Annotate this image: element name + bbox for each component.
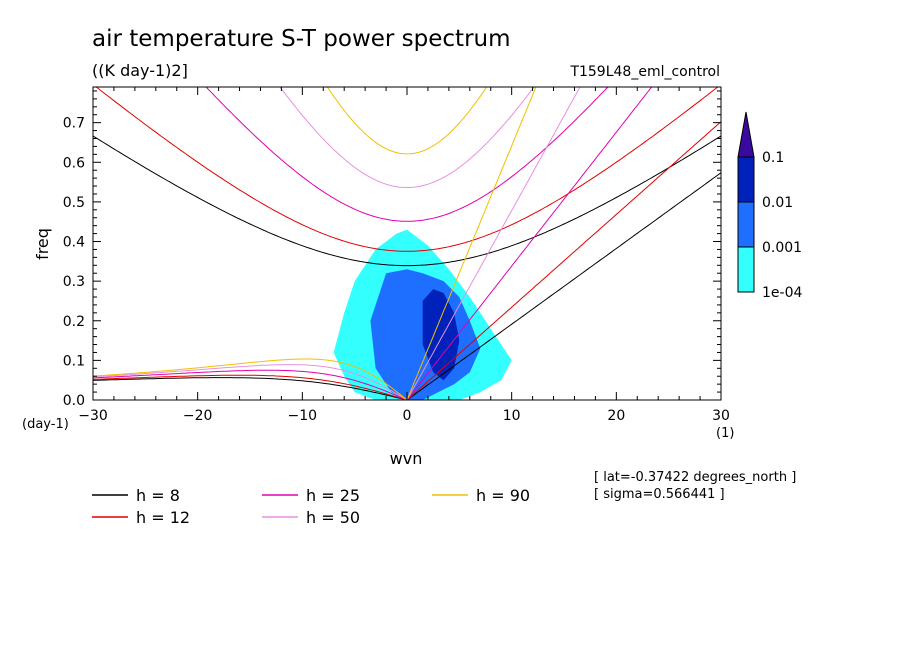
y-unit-label: (day-1) — [22, 417, 69, 432]
dispersion-h-50-kelvin — [406, 87, 581, 400]
colorbar-segment — [737, 246, 755, 293]
legend-label: h = 8 — [136, 486, 180, 505]
legend-label: h = 90 — [476, 486, 530, 505]
contour-fills — [333, 229, 512, 400]
x-tick-label: −20 — [183, 408, 213, 424]
dispersion-h-90-gravity — [326, 87, 488, 155]
y-tick-label: 0.7 — [63, 116, 85, 132]
x-tick-label: 30 — [712, 408, 730, 424]
dispersion-h-50-rossby — [93, 364, 408, 400]
y-tick-label: 0.3 — [63, 274, 85, 290]
dispersion-h-12-kelvin — [406, 121, 721, 400]
colorbar-label: 1e-04 — [762, 285, 802, 301]
contour-region-0.01 — [422, 289, 460, 381]
colorbar-label: 0.001 — [762, 240, 802, 256]
dispersion-h-8-rossby — [93, 377, 408, 400]
dispersion-h-25-kelvin — [406, 87, 653, 400]
dispersion-h-12-rossby — [93, 374, 408, 400]
x-tick-label: 20 — [607, 408, 625, 424]
legend-label: h = 12 — [136, 508, 190, 527]
x-tick-label: 10 — [503, 408, 521, 424]
colorbar-segment — [737, 201, 755, 248]
colorbar-label: 0.1 — [762, 150, 784, 166]
y-tick-label: 0.0 — [63, 393, 85, 409]
annotation-lat: [ lat=-0.37422 degrees_north ] — [594, 470, 796, 485]
legend-label: h = 25 — [306, 486, 360, 505]
dispersion-h-90-rossby — [93, 358, 408, 400]
x-tick-label: −10 — [288, 408, 318, 424]
y-tick-label: 0.2 — [63, 314, 85, 330]
y-tick-label: 0.4 — [63, 235, 85, 251]
dispersion-h-25-rossby — [93, 369, 408, 400]
dispersion-legend: h = 8 h = 12 h = 25 h = 50 h = 90 — [92, 486, 530, 527]
colorbar-segment — [737, 156, 755, 203]
colorbar-arrow — [737, 111, 755, 158]
dispersion-h-12-gravity — [95, 87, 719, 252]
x-unit-label: (1) — [716, 426, 734, 441]
x-axis: −30 −20 −10 0 10 20 30 — [78, 87, 730, 424]
y-axis-label: freq — [33, 228, 52, 260]
chart-units: ((K day-1)2] — [92, 61, 188, 80]
y-tick-label: 0.1 — [63, 353, 85, 369]
colorbar-label: 0.01 — [762, 195, 793, 211]
annotation-sigma: [ sigma=0.566441 ] — [594, 487, 725, 502]
legend-label: h = 50 — [306, 508, 360, 527]
x-tick-label: −30 — [78, 408, 108, 424]
dispersion-curves — [93, 87, 721, 400]
dispersion-h-8-gravity — [93, 135, 721, 267]
dispersion-h-90-kelvin — [406, 87, 537, 400]
y-tick-label: 0.6 — [63, 155, 85, 171]
y-tick-label: 0.5 — [63, 195, 85, 211]
x-axis-label: wvn — [390, 449, 423, 468]
y-axis: 0.0 0.1 0.2 0.3 0.4 0.5 0.6 0.7 — [63, 90, 721, 409]
chart-title: air temperature S-T power spectrum — [92, 26, 511, 52]
x-tick-label: 0 — [403, 408, 412, 424]
dispersion-h-25-gravity — [205, 87, 609, 222]
colorbar: 1e-04 0.001 0.01 0.1 — [737, 111, 802, 301]
dispersion-h-8-kelvin — [406, 172, 721, 400]
run-label: T159L48_eml_control — [569, 64, 720, 80]
dispersion-h-50-gravity — [279, 87, 535, 188]
